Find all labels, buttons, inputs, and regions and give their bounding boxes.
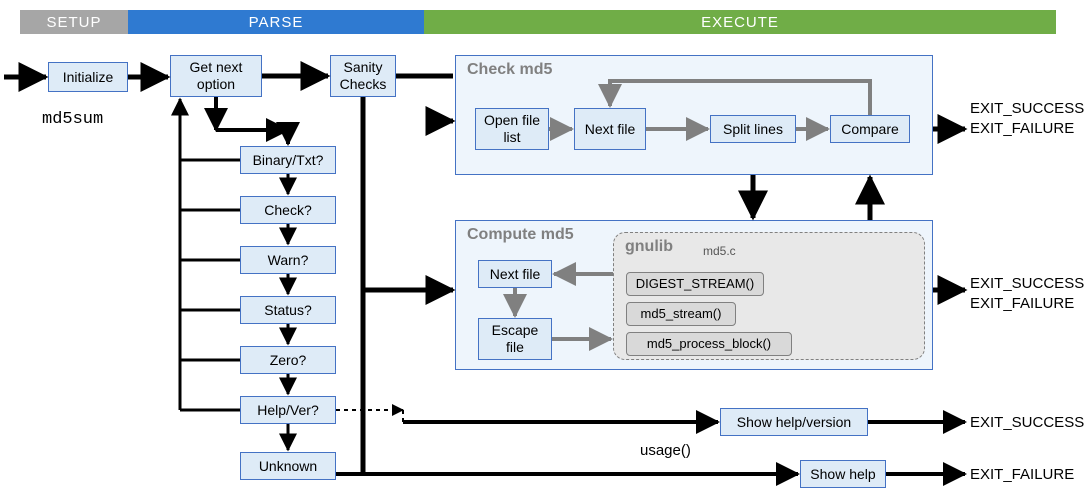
- group-check-title: Check md5: [467, 61, 552, 79]
- node-sanity: Sanity Checks: [330, 55, 396, 97]
- node-next-file-compute: Next file: [478, 260, 552, 288]
- node-open-file-list: Open file list: [475, 108, 549, 150]
- node-compare: Compare: [830, 115, 910, 143]
- node-get-next: Get next option: [170, 55, 262, 97]
- group-gnulib-title: gnulib: [625, 238, 673, 256]
- stage-parse: PARSE: [128, 10, 424, 34]
- exit-success-3: EXIT_SUCCESS: [970, 414, 1084, 431]
- exit-success-2: EXIT_SUCCESS: [970, 275, 1084, 292]
- exit-success-1: EXIT_SUCCESS: [970, 100, 1084, 117]
- node-next-file-check: Next file: [574, 108, 646, 150]
- exit-failure-2: EXIT_FAILURE: [970, 295, 1074, 312]
- node-show-help-version: Show help/version: [720, 408, 868, 436]
- node-unknown: Unknown: [240, 452, 336, 480]
- stage-execute: EXECUTE: [424, 10, 1056, 34]
- node-help-ver: Help/Ver?: [240, 396, 336, 424]
- usage-label: usage(): [640, 442, 691, 459]
- group-compute-title: Compute md5: [467, 226, 574, 244]
- stage-setup: SETUP: [20, 10, 128, 34]
- gnulib-file-label: md5.c: [703, 244, 736, 258]
- node-digest-stream: DIGEST_STREAM(): [626, 272, 764, 296]
- exit-failure-1: EXIT_FAILURE: [970, 120, 1074, 137]
- node-zero: Zero?: [240, 346, 336, 374]
- node-escape-file: Escape file: [478, 318, 552, 360]
- node-check: Check?: [240, 196, 336, 224]
- node-show-help: Show help: [800, 460, 886, 488]
- node-md5-process-block: md5_process_block(): [626, 332, 792, 356]
- program-label: md5sum: [42, 110, 103, 129]
- node-initialize: Initialize: [48, 62, 128, 92]
- exit-failure-4: EXIT_FAILURE: [970, 466, 1074, 483]
- node-warn: Warn?: [240, 246, 336, 274]
- node-status: Status?: [240, 296, 336, 324]
- node-binary-txt: Binary/Txt?: [240, 146, 336, 174]
- node-split-lines: Split lines: [710, 115, 796, 143]
- node-md5-stream: md5_stream(): [626, 302, 736, 326]
